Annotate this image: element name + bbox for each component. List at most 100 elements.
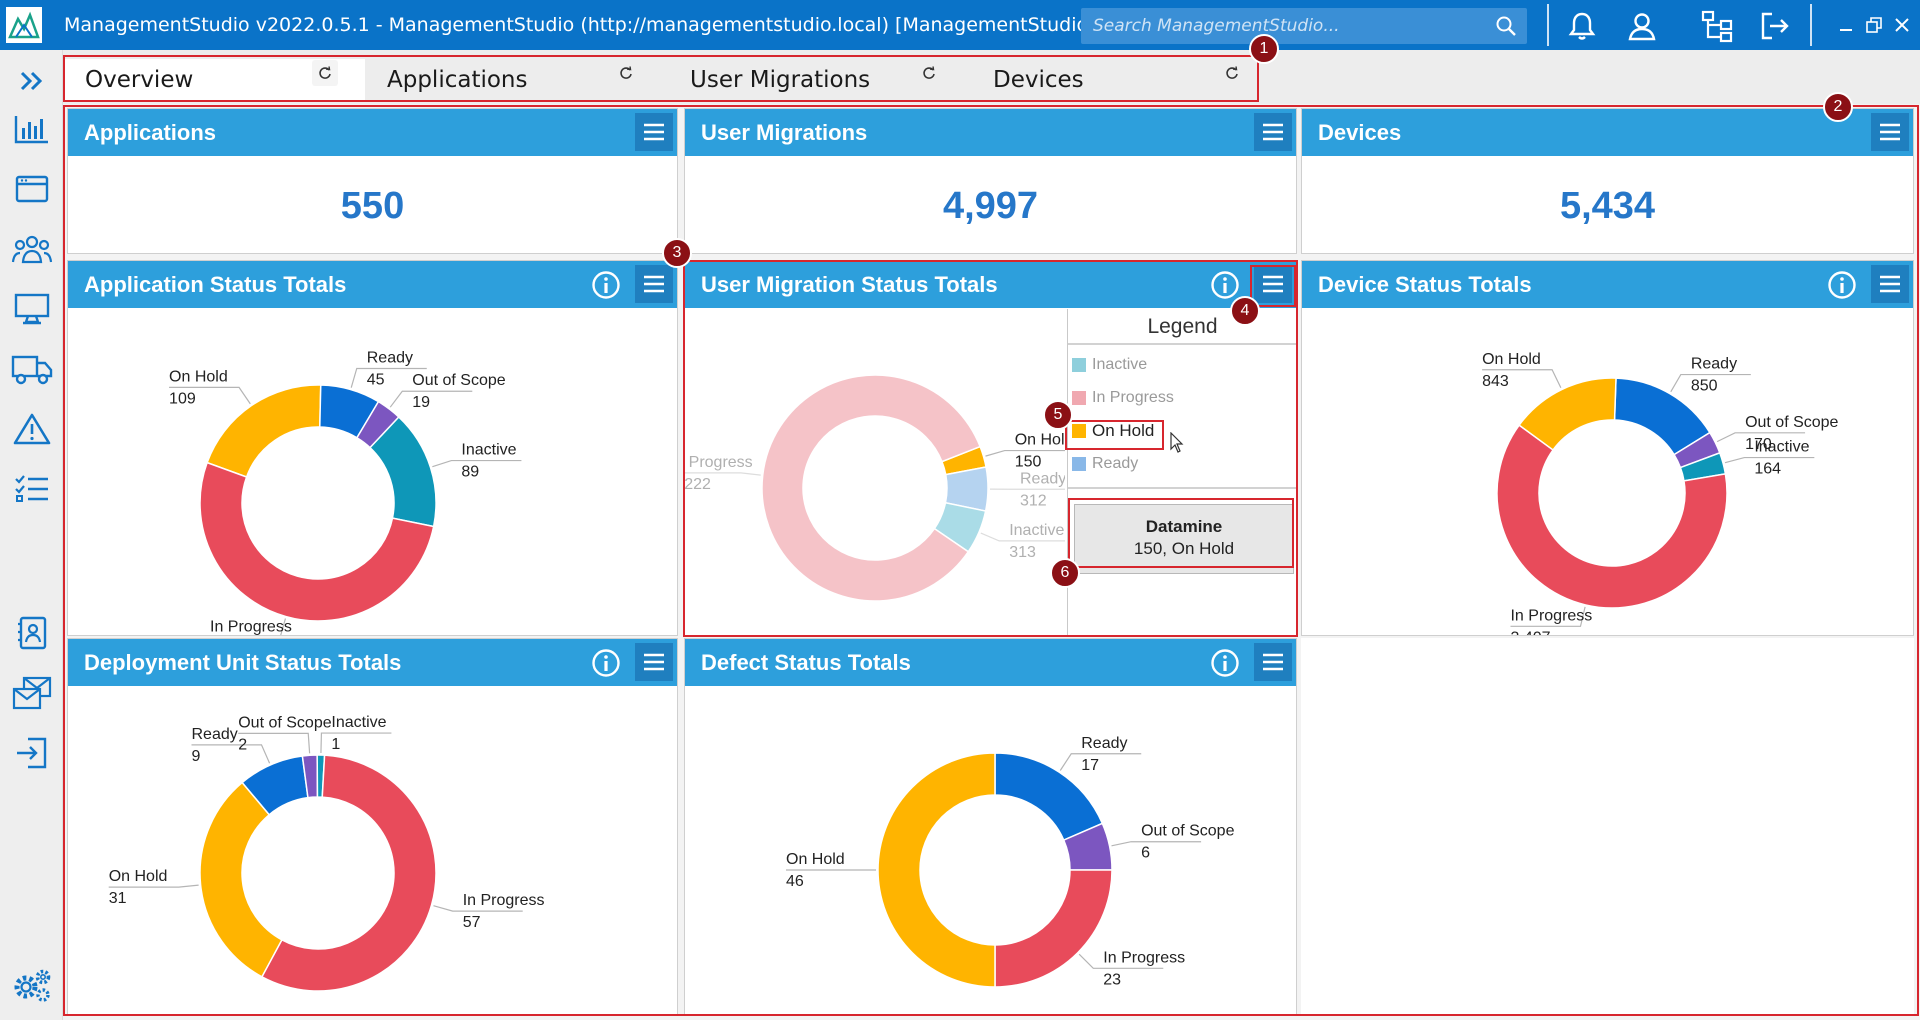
leader-line-ready	[1059, 753, 1142, 771]
slice-value-out-of-scope: 19	[412, 394, 430, 411]
slice-on-hold[interactable]	[206, 384, 322, 478]
slice-label-in-progress: In Progress	[1510, 607, 1592, 624]
panel-title: Deployment Unit Status Totals	[68, 639, 677, 686]
chart-panel-defect-status: Defect Status Totals Ready 17 Out of Scope…	[684, 638, 1297, 1016]
sidebar-contacts-icon[interactable]	[8, 610, 56, 656]
refresh-icon[interactable]	[312, 60, 338, 86]
chart-legend: Legend Inactive In Progress On Hold Read…	[1067, 309, 1297, 637]
leader-line-on-hold	[985, 449, 1065, 457]
search-box[interactable]	[1081, 8, 1527, 44]
sidebar-communications-icon[interactable]	[8, 670, 56, 716]
callout-badge: 2	[1823, 92, 1853, 122]
restore-button[interactable]	[1860, 8, 1888, 42]
slice-label-inactive: Inactive	[461, 442, 516, 459]
counter-panel-user-migrations: User Migrations 4,997	[684, 108, 1297, 254]
chart-panel-device-status: Device Status Totals Ready 850 Out of Scop…	[1301, 260, 1914, 636]
counter-panel-devices: Devices 5,434	[1301, 108, 1914, 254]
legend-swatch	[1072, 358, 1086, 372]
sidebar-devices-icon[interactable]	[8, 286, 56, 332]
slice-on-hold[interactable]	[1518, 377, 1617, 451]
search-icon[interactable]	[1495, 15, 1517, 37]
slice-value-out-of-scope: 2	[238, 736, 247, 753]
slice-in-progress[interactable]	[761, 374, 982, 602]
tab-label: Devices	[993, 67, 1084, 93]
sidebar-import-icon[interactable]	[8, 730, 56, 776]
legend-label: In Progress	[1092, 389, 1174, 406]
info-icon[interactable]	[589, 646, 623, 680]
close-button[interactable]	[1888, 8, 1916, 42]
sidebar-users-icon[interactable]	[8, 226, 56, 272]
leader-line-in-progress	[1078, 953, 1164, 969]
slice-label-in-progress: In Progress	[1103, 949, 1185, 966]
donut-chart: Ready 9 Out of Scope 2 Inactive 1 In Progress 5…	[108, 714, 545, 992]
slice-in-progress[interactable]	[260, 754, 437, 992]
user-icon[interactable]	[1622, 6, 1662, 46]
panel-menu-button[interactable]	[635, 265, 673, 303]
slice-on-hold[interactable]	[877, 752, 996, 988]
sidebar-defects-icon[interactable]	[8, 406, 56, 452]
slice-value-inactive: 313	[1009, 544, 1036, 561]
slice-label-inactive: Inactive	[1754, 439, 1809, 456]
toolbar-separator	[1810, 4, 1812, 46]
tab-user-migrations[interactable]: User Migrations	[668, 59, 971, 101]
tab-bar: Overview Applications User Migrations De…	[63, 50, 1920, 104]
slice-value-on-hold: 109	[169, 390, 196, 407]
sidebar-tasks-icon[interactable]	[8, 466, 56, 512]
sidebar-reports-icon[interactable]	[8, 106, 56, 152]
legend-item-ready[interactable]: Ready	[1072, 451, 1138, 477]
panel-menu-button[interactable]	[1871, 265, 1909, 303]
slice-label-ready: Ready	[1020, 470, 1065, 487]
refresh-icon[interactable]	[1219, 60, 1245, 86]
tab-applications[interactable]: Applications	[365, 59, 668, 101]
slice-in-progress[interactable]	[994, 869, 1113, 988]
logout-icon[interactable]	[1755, 6, 1795, 46]
slice-value-in-progress: 3,407	[1510, 629, 1550, 635]
slice-value-on-hold: 46	[786, 873, 804, 890]
info-icon[interactable]	[589, 268, 623, 302]
info-icon[interactable]	[1208, 268, 1242, 302]
slice-in-progress[interactable]	[199, 461, 435, 622]
refresh-icon[interactable]	[916, 60, 942, 86]
info-icon[interactable]	[1825, 268, 1859, 302]
panel-menu-button[interactable]	[635, 643, 673, 681]
slice-value-ready: 850	[1691, 378, 1718, 395]
panel-menu-button[interactable]	[1871, 113, 1909, 151]
sidebar-expand-icon[interactable]	[8, 58, 56, 104]
search-input[interactable]	[1081, 8, 1481, 44]
panel-menu-button[interactable]	[1254, 265, 1292, 303]
legend-swatch	[1072, 391, 1086, 405]
legend-item-in-progress[interactable]: In Progress	[1072, 385, 1174, 411]
slice-on-hold[interactable]	[199, 781, 283, 978]
tab-label: Applications	[387, 67, 528, 93]
hierarchy-icon[interactable]	[1697, 6, 1737, 46]
slice-value-inactive: 1	[331, 736, 340, 753]
window-title: ManagementStudio v2022.0.5.1 - Managemen…	[64, 14, 1096, 36]
bell-icon[interactable]	[1562, 6, 1602, 46]
slice-label-inactive: Inactive	[1009, 522, 1064, 539]
panel-menu-button[interactable]	[1254, 643, 1292, 681]
info-icon[interactable]	[1208, 646, 1242, 680]
callout-badge: 3	[662, 238, 692, 268]
legend-item-on-hold[interactable]: On Hold	[1072, 418, 1154, 444]
slice-in-progress[interactable]	[1496, 424, 1728, 609]
sidebar-applications-icon[interactable]	[8, 166, 56, 212]
panel-menu-button[interactable]	[635, 113, 673, 151]
callout-badge: 1	[1249, 34, 1279, 64]
legend-item-inactive[interactable]: Inactive	[1072, 352, 1147, 378]
sidebar	[0, 50, 63, 1020]
sidebar-deployment-icon[interactable]	[8, 346, 56, 392]
slice-label-inactive: Inactive	[331, 714, 386, 731]
refresh-icon[interactable]	[613, 60, 639, 86]
leader-line-in-progress	[433, 905, 523, 912]
minimize-button[interactable]	[1832, 8, 1860, 42]
panel-title: User Migrations	[685, 109, 1296, 156]
sidebar-settings-icon[interactable]	[8, 962, 56, 1008]
leader-line-inactive	[1724, 456, 1815, 464]
panel-title: Application Status Totals	[68, 261, 677, 308]
panel-menu-button[interactable]	[1254, 113, 1292, 151]
tab-devices[interactable]: Devices	[971, 59, 1274, 101]
leader-line-ready	[350, 367, 427, 388]
slice-label-ready: Ready	[367, 349, 413, 366]
panel-title: Defect Status Totals	[685, 639, 1296, 686]
